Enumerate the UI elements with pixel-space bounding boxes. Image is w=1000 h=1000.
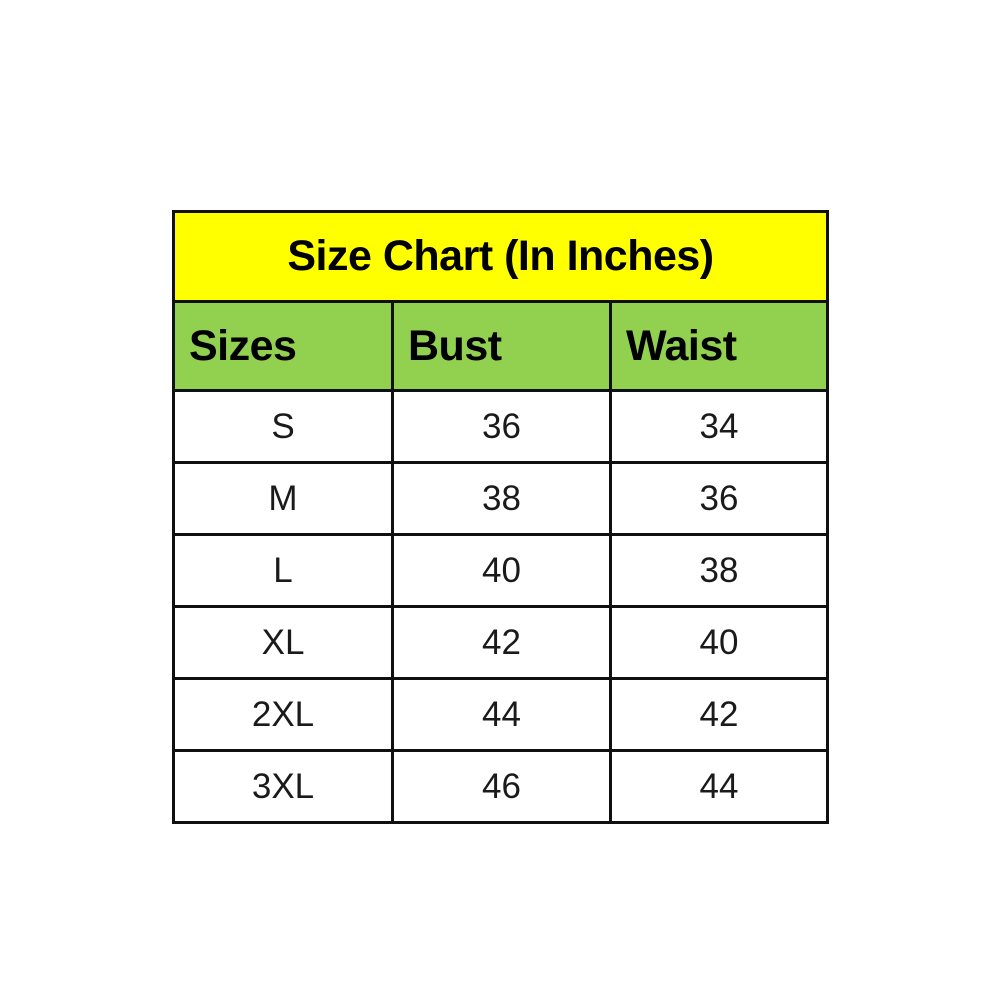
cell-waist: 44 [608, 749, 828, 823]
table-header-row: Sizes Bust Waist [173, 301, 828, 392]
table-row: L 40 38 [173, 533, 828, 608]
cell-waist: 34 [608, 389, 828, 464]
table-row: M 38 36 [173, 461, 828, 536]
cell-size: S [173, 389, 394, 464]
table-row: 2XL 44 42 [173, 677, 828, 752]
table-title-row: Size Chart (In Inches) [173, 211, 828, 303]
cell-size: 3XL [173, 749, 394, 823]
cell-waist: 36 [608, 461, 828, 536]
cell-bust: 36 [391, 389, 612, 464]
size-chart-container: Size Chart (In Inches) Sizes Bust Waist … [172, 210, 830, 824]
cell-waist: 40 [608, 605, 828, 680]
column-header-bust: Bust [391, 301, 612, 392]
page-title: Size Chart (In Inches) [173, 211, 828, 303]
table-row: XL 42 40 [173, 605, 828, 680]
cell-bust: 40 [391, 533, 612, 608]
cell-bust: 42 [391, 605, 612, 680]
cell-size: M [173, 461, 394, 536]
cell-bust: 44 [391, 677, 612, 752]
cell-waist: 38 [608, 533, 828, 608]
table-row: S 36 34 [173, 389, 828, 464]
size-chart-table: Size Chart (In Inches) Sizes Bust Waist … [172, 210, 830, 824]
cell-size: XL [173, 605, 394, 680]
cell-size: 2XL [173, 677, 394, 752]
column-header-waist: Waist [608, 301, 828, 392]
column-header-sizes: Sizes [173, 301, 394, 392]
cell-bust: 38 [391, 461, 612, 536]
cell-size: L [173, 533, 394, 608]
cell-bust: 46 [391, 749, 612, 823]
table-row: 3XL 46 44 [173, 749, 828, 823]
cell-waist: 42 [608, 677, 828, 752]
